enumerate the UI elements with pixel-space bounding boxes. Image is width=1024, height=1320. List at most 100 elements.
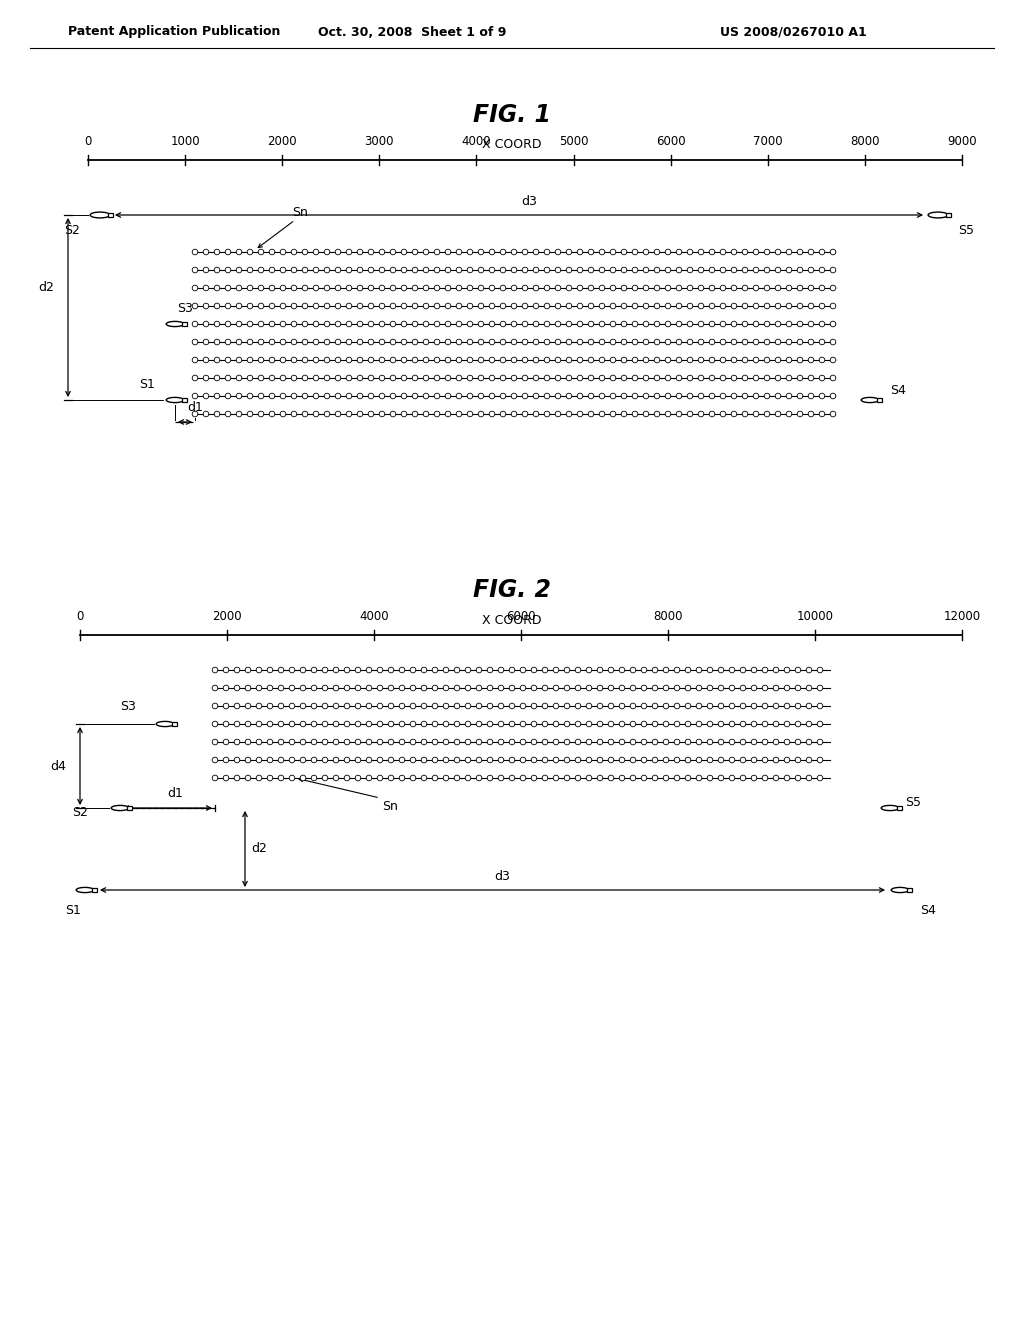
Circle shape xyxy=(564,704,569,709)
Circle shape xyxy=(203,321,209,327)
Circle shape xyxy=(279,685,284,690)
Circle shape xyxy=(346,412,352,417)
Circle shape xyxy=(698,358,703,363)
Circle shape xyxy=(411,758,416,763)
Circle shape xyxy=(467,249,473,255)
Circle shape xyxy=(610,267,615,273)
Circle shape xyxy=(664,704,669,709)
Circle shape xyxy=(487,704,493,709)
Circle shape xyxy=(258,249,264,255)
Circle shape xyxy=(622,267,627,273)
Circle shape xyxy=(740,685,745,690)
Circle shape xyxy=(608,739,613,744)
Circle shape xyxy=(245,721,251,727)
Circle shape xyxy=(796,721,801,727)
Circle shape xyxy=(544,267,550,273)
Circle shape xyxy=(710,412,715,417)
Circle shape xyxy=(599,412,605,417)
Circle shape xyxy=(367,667,372,673)
Circle shape xyxy=(762,685,768,690)
Circle shape xyxy=(720,393,726,399)
Text: 3000: 3000 xyxy=(365,135,394,148)
Circle shape xyxy=(520,685,525,690)
Circle shape xyxy=(445,321,451,327)
Circle shape xyxy=(764,412,770,417)
Circle shape xyxy=(478,339,483,345)
Circle shape xyxy=(830,339,836,345)
Circle shape xyxy=(698,304,703,309)
Circle shape xyxy=(597,721,603,727)
Circle shape xyxy=(754,267,759,273)
Circle shape xyxy=(511,375,517,380)
Circle shape xyxy=(608,775,613,781)
Circle shape xyxy=(214,412,220,417)
Circle shape xyxy=(762,721,768,727)
Circle shape xyxy=(323,704,328,709)
Circle shape xyxy=(553,667,559,673)
Circle shape xyxy=(674,721,680,727)
Circle shape xyxy=(666,304,671,309)
Circle shape xyxy=(698,321,703,327)
Text: 0: 0 xyxy=(77,610,84,623)
Circle shape xyxy=(586,775,592,781)
Circle shape xyxy=(203,285,209,290)
Circle shape xyxy=(664,667,669,673)
Circle shape xyxy=(333,775,339,781)
Circle shape xyxy=(830,412,836,417)
Circle shape xyxy=(531,685,537,690)
Circle shape xyxy=(555,249,561,255)
Circle shape xyxy=(390,267,396,273)
Circle shape xyxy=(666,339,671,345)
Text: S3: S3 xyxy=(120,700,136,713)
Circle shape xyxy=(544,321,550,327)
Circle shape xyxy=(654,393,659,399)
Circle shape xyxy=(487,775,493,781)
Circle shape xyxy=(630,667,636,673)
Circle shape xyxy=(300,704,306,709)
Circle shape xyxy=(267,685,272,690)
Circle shape xyxy=(674,685,680,690)
Circle shape xyxy=(754,339,759,345)
Circle shape xyxy=(489,285,495,290)
Circle shape xyxy=(740,758,745,763)
Circle shape xyxy=(643,393,649,399)
Circle shape xyxy=(499,667,504,673)
Circle shape xyxy=(687,393,693,399)
Circle shape xyxy=(478,375,483,380)
Circle shape xyxy=(542,721,548,727)
Circle shape xyxy=(423,375,429,380)
Circle shape xyxy=(421,775,427,781)
Circle shape xyxy=(762,739,768,744)
Circle shape xyxy=(489,321,495,327)
Circle shape xyxy=(411,721,416,727)
Circle shape xyxy=(718,704,724,709)
Circle shape xyxy=(203,249,209,255)
Circle shape xyxy=(676,249,682,255)
Circle shape xyxy=(489,393,495,399)
Circle shape xyxy=(388,685,394,690)
Circle shape xyxy=(775,358,780,363)
Circle shape xyxy=(369,412,374,417)
Circle shape xyxy=(731,304,737,309)
Circle shape xyxy=(511,267,517,273)
Circle shape xyxy=(817,758,823,763)
Circle shape xyxy=(685,667,691,673)
Circle shape xyxy=(786,304,792,309)
Text: FIG. 1: FIG. 1 xyxy=(473,103,551,127)
Text: Patent Application Publication: Patent Application Publication xyxy=(68,25,281,38)
Circle shape xyxy=(652,685,657,690)
Circle shape xyxy=(817,685,823,690)
Circle shape xyxy=(742,339,748,345)
Circle shape xyxy=(511,393,517,399)
Circle shape xyxy=(281,393,286,399)
Circle shape xyxy=(531,758,537,763)
Text: S5: S5 xyxy=(958,224,974,238)
Circle shape xyxy=(762,704,768,709)
Circle shape xyxy=(346,304,352,309)
Circle shape xyxy=(710,339,715,345)
Circle shape xyxy=(654,339,659,345)
Circle shape xyxy=(652,739,657,744)
Circle shape xyxy=(333,667,339,673)
Circle shape xyxy=(225,375,230,380)
Circle shape xyxy=(731,358,737,363)
